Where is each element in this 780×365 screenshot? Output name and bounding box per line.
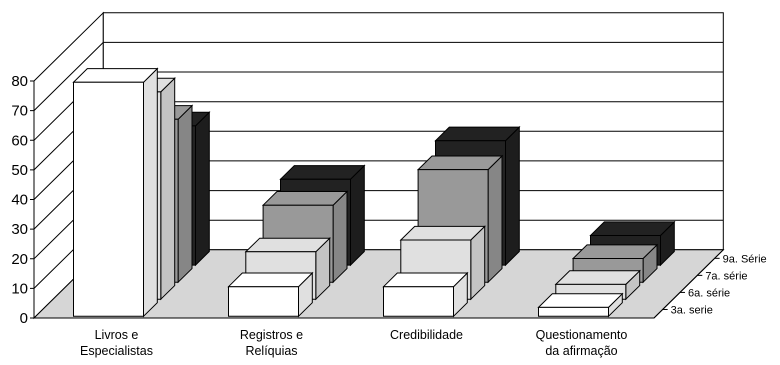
y-tick-label: 70 (11, 103, 28, 120)
depth-tick-label: 7a. série (705, 270, 747, 282)
x-tick-label: Registros e Relíquias (240, 328, 303, 358)
bar-side-shade (333, 191, 347, 283)
depth-axis-line (653, 249, 724, 319)
x-tick-label-line: Livros e (95, 328, 139, 342)
y-tick-label: 20 (11, 251, 28, 268)
y-tick-label: 0 (20, 310, 28, 327)
bar-side-shade (505, 127, 520, 266)
depth-tick-label: 9a. Série (723, 253, 767, 265)
bar-top (227, 272, 314, 288)
bar-top (72, 68, 159, 83)
x-tick-label-line: Especialistas (80, 344, 153, 358)
bar-top (244, 237, 331, 253)
bar-side-shade (315, 238, 330, 300)
x-tick-label: Credibilidade (390, 328, 463, 342)
x-tick-label-line: da afirmação (545, 344, 617, 358)
bar-top (537, 293, 624, 308)
x-tick-label-line: Credibilidade (390, 328, 463, 342)
bar-front (383, 286, 454, 317)
y-tick-label: 80 (11, 73, 28, 90)
bar-front (73, 81, 144, 317)
y-tick-label: 40 (11, 192, 28, 209)
y-tick-label: 60 (11, 132, 28, 149)
bar-top (416, 155, 504, 171)
bar-side-shade (488, 156, 502, 283)
bar-side-shade (470, 226, 485, 300)
bar (382, 271, 469, 318)
x-axis-labels: Livros e Especialistas Registros e Relíquia… (80, 328, 627, 358)
bar-top (589, 221, 676, 236)
y-axis: 0 10 20 30 40 50 60 70 80 (11, 73, 35, 327)
bar-side-shade (625, 270, 640, 300)
bar-top (261, 191, 349, 206)
bar-top (399, 225, 486, 241)
bar-side-shade (350, 165, 365, 266)
bar-side-shade (643, 244, 657, 283)
bar (227, 271, 314, 318)
bars (72, 67, 676, 318)
series-depth-labels: 3a. serie 6a. série 7a. série 9a. Série (653, 249, 767, 319)
bar-top (434, 126, 521, 142)
depth-tick-label: 6a. série (688, 287, 730, 299)
x-tick-label: Livros e Especialistas (80, 328, 153, 358)
x-tick-label-line: Relíquias (245, 344, 297, 358)
bar-side-shade (160, 78, 175, 300)
bar-side-shade (178, 105, 192, 283)
y-tick-label: 30 (11, 221, 28, 238)
bar-side-shade (608, 293, 623, 317)
x-tick-label-line: Questionamento (536, 328, 628, 342)
y-tick-label: 10 (11, 280, 28, 297)
x-tick-label: Questionamento da afirmação (536, 328, 628, 358)
bar-top (571, 244, 659, 259)
bar-side-shade (195, 112, 210, 266)
bar-front (228, 286, 299, 317)
bar-top (382, 272, 469, 288)
bar-front (538, 306, 609, 317)
bar-top (279, 165, 366, 180)
depth-tick-label: 3a. serie (671, 304, 713, 316)
bar (537, 292, 624, 318)
x-tick-label-line: Registros e (240, 328, 303, 342)
bar-top (554, 270, 641, 285)
gridline (33, 41, 724, 111)
bar-side-shade (143, 68, 158, 317)
y-tick-label: 50 (11, 162, 28, 179)
bar (72, 67, 159, 318)
